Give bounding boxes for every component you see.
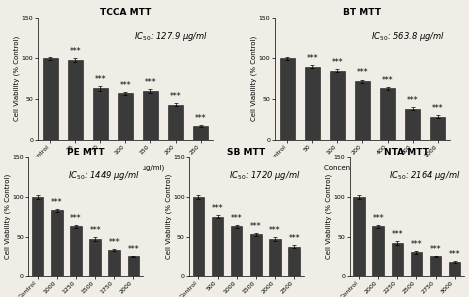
Text: ***: *** <box>89 226 101 236</box>
Bar <box>128 256 139 276</box>
Bar <box>280 59 295 140</box>
Y-axis label: Cell Viability (% Control): Cell Viability (% Control) <box>326 174 333 260</box>
Bar <box>68 60 83 140</box>
Text: ***: *** <box>94 75 106 84</box>
Y-axis label: Cell Viability (% Control): Cell Viability (% Control) <box>5 174 11 260</box>
Bar <box>70 226 82 276</box>
Text: IC$_{50}$: 1720 μg/ml: IC$_{50}$: 1720 μg/ml <box>229 169 300 182</box>
Bar <box>193 126 208 140</box>
Bar <box>355 81 370 140</box>
Bar <box>193 197 204 276</box>
Text: ***: *** <box>432 104 444 113</box>
Text: IC$_{50}$: 2164 μg/ml: IC$_{50}$: 2164 μg/ml <box>389 169 461 182</box>
Text: ***: *** <box>411 240 422 249</box>
Text: ***: *** <box>372 214 384 223</box>
Y-axis label: Cell Viability (% Control): Cell Viability (% Control) <box>14 36 20 121</box>
Bar <box>51 211 62 276</box>
Text: IC$_{50}$: 127.9 μg/ml: IC$_{50}$: 127.9 μg/ml <box>134 30 208 43</box>
Bar <box>411 252 422 276</box>
X-axis label: Concentration (μg/ml): Concentration (μg/ml) <box>324 165 401 171</box>
Bar <box>250 234 262 276</box>
Bar <box>168 105 183 140</box>
Bar <box>269 239 280 276</box>
Text: ***: *** <box>306 54 318 63</box>
Bar <box>405 109 420 140</box>
Text: ***: *** <box>356 69 368 78</box>
Y-axis label: Cell Viability (% Control): Cell Viability (% Control) <box>251 36 257 121</box>
Text: ***: *** <box>332 58 343 67</box>
Text: ***: *** <box>51 198 63 207</box>
Text: ***: *** <box>250 222 262 231</box>
Y-axis label: Cell Viability (% Control): Cell Viability (% Control) <box>165 174 172 260</box>
Text: ***: *** <box>69 48 81 56</box>
Bar <box>212 217 223 276</box>
Text: IC$_{50}$: 563.8 μg/ml: IC$_{50}$: 563.8 μg/ml <box>371 30 445 43</box>
Text: ***: *** <box>382 76 393 85</box>
Text: ***: *** <box>407 96 418 105</box>
Text: ***: *** <box>108 238 120 247</box>
Bar <box>380 89 395 140</box>
Bar <box>430 256 441 276</box>
Text: ***: *** <box>120 81 131 90</box>
Title: SB MTT: SB MTT <box>227 148 265 157</box>
Bar <box>32 197 44 276</box>
Bar <box>449 262 461 276</box>
Text: ***: *** <box>269 226 281 236</box>
Bar <box>231 226 242 276</box>
Text: IC$_{50}$: 1449 μg/ml: IC$_{50}$: 1449 μg/ml <box>68 169 139 182</box>
Text: ***: *** <box>449 250 461 259</box>
Bar <box>392 243 403 276</box>
X-axis label: Concentration (μg/ml): Concentration (μg/ml) <box>87 165 164 171</box>
Bar <box>93 89 108 140</box>
Bar <box>288 247 300 276</box>
Text: ***: *** <box>212 204 223 213</box>
Title: NTA MTT: NTA MTT <box>385 148 430 157</box>
Text: ***: *** <box>128 245 139 254</box>
Text: ***: *** <box>231 214 242 223</box>
Bar <box>143 91 158 140</box>
Bar <box>118 93 133 140</box>
Title: PE MTT: PE MTT <box>67 148 104 157</box>
Text: ***: *** <box>70 214 82 223</box>
Text: ***: *** <box>392 230 403 239</box>
Bar <box>330 71 345 140</box>
Text: ***: *** <box>430 245 441 254</box>
Bar <box>430 117 445 140</box>
Text: ***: *** <box>144 78 156 87</box>
Title: BT MTT: BT MTT <box>343 8 381 17</box>
Bar <box>108 250 120 276</box>
Text: ***: *** <box>288 234 300 243</box>
Bar <box>353 197 365 276</box>
Bar <box>305 67 320 140</box>
Bar <box>90 239 101 276</box>
Bar <box>43 59 58 140</box>
Title: TCCA MTT: TCCA MTT <box>99 8 151 17</box>
Bar <box>372 226 384 276</box>
Text: ***: *** <box>195 114 206 123</box>
Text: ***: *** <box>170 92 182 101</box>
